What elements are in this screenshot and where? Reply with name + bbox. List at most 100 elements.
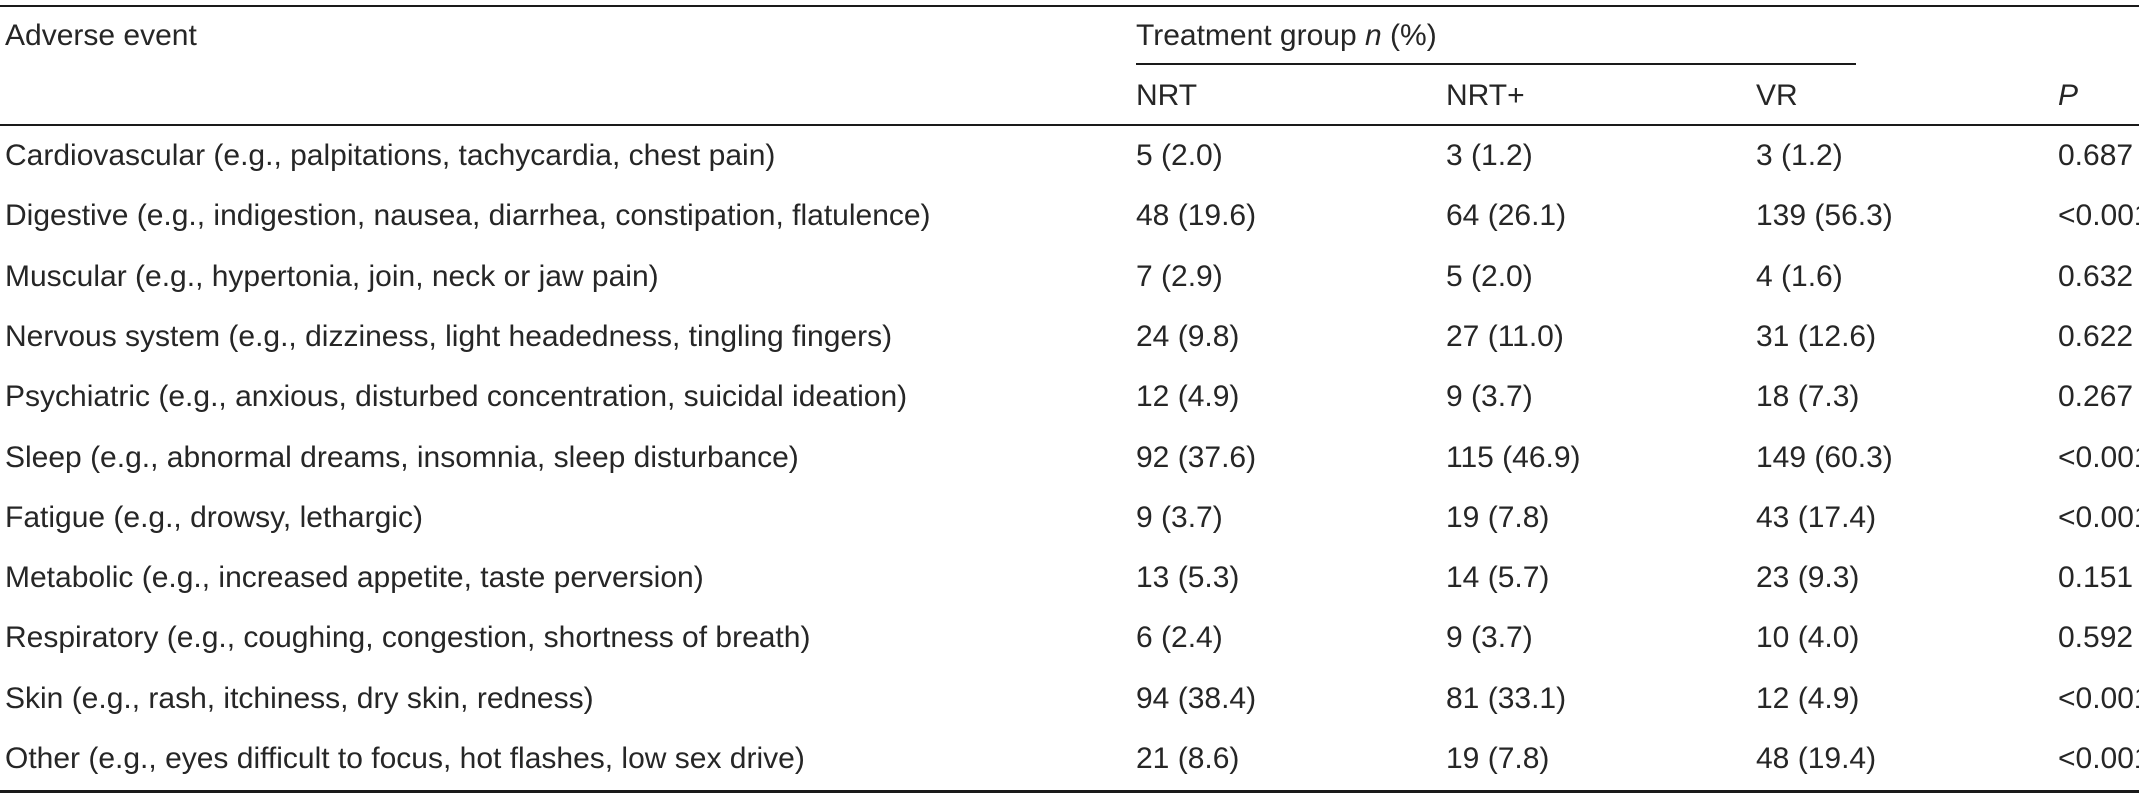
row-vr-cell: 48 (19.4) — [1756, 741, 1876, 777]
row-p-cell-text: 0.632 — [2058, 259, 2134, 293]
row-nrt-plus-cell-text: 14 (5.7) — [1446, 561, 1550, 595]
row-p-cell: 0.151 — [2058, 560, 2133, 596]
header-treatment-group: Treatment group n (%) — [1136, 18, 1437, 54]
row-nrt-cell: 7 (2.9) — [1136, 259, 1223, 295]
row-nrt-plus-cell: 14 (5.7) — [1446, 560, 1549, 596]
row-vr-cell-text: 31 (12.6) — [1756, 319, 1877, 353]
row-p-cell-text: <0.001 — [2058, 681, 2139, 715]
row-p-cell-text: <0.001 — [2058, 199, 2139, 233]
row-vr-cell-text: 12 (4.9) — [1756, 681, 1860, 715]
header-rule — [0, 124, 2139, 126]
row-nrt-cell-text: 13 (5.3) — [1136, 561, 1240, 595]
row-nrt-plus-cell-text: 27 (11.0) — [1446, 319, 1564, 353]
header-nrt: NRT — [1136, 79, 1198, 112]
row-event-cell: Metabolic (e.g., increased appetite, tas… — [5, 560, 704, 596]
header-vr: VR — [1756, 79, 1798, 112]
row-event-cell-text: Digestive (e.g., indigestion, nausea, di… — [5, 199, 931, 233]
row-event-cell: Cardiovascular (e.g., palpitations, tach… — [5, 138, 775, 174]
row-event-cell-text: Psychiatric (e.g., anxious, disturbed co… — [5, 380, 908, 414]
header-adverse-event: Adverse event — [5, 19, 197, 52]
table-row: Metabolic (e.g., increased appetite, tas… — [0, 548, 2139, 608]
row-event-cell: Skin (e.g., rash, itchiness, dry skin, r… — [5, 681, 594, 717]
row-vr-cell-text: 23 (9.3) — [1756, 561, 1860, 595]
row-p-cell: 0.267 — [2058, 379, 2133, 415]
row-event-cell: Sleep (e.g., abnormal dreams, insomnia, … — [5, 440, 799, 476]
table-row: Digestive (e.g., indigestion, nausea, di… — [0, 186, 2139, 246]
row-vr-cell: 139 (56.3) — [1756, 198, 1893, 234]
row-p-cell: 0.632 — [2058, 259, 2133, 295]
row-nrt-plus-cell-text: 5 (2.0) — [1446, 259, 1533, 293]
row-nrt-plus-cell-text: 81 (33.1) — [1446, 681, 1567, 715]
row-p-cell-text: <0.001 — [2058, 742, 2139, 775]
row-nrt-plus-cell: 27 (11.0) — [1446, 319, 1564, 355]
row-p-cell-text: 0.622 — [2058, 319, 2134, 353]
table-top-rule — [0, 5, 2139, 7]
row-vr-cell-text: 48 (19.4) — [1756, 742, 1877, 775]
row-nrt-cell: 6 (2.4) — [1136, 620, 1223, 656]
table-row: Respiratory (e.g., coughing, congestion,… — [0, 608, 2139, 668]
row-nrt-plus-cell-text: 115 (46.9) — [1446, 440, 1581, 474]
row-nrt-plus-cell-text: 9 (3.7) — [1446, 380, 1533, 414]
row-p-cell: <0.001a — [2058, 440, 2139, 476]
row-vr-cell: 3 (1.2) — [1756, 138, 1843, 174]
header-group-n: n — [1365, 19, 1382, 52]
row-event-cell-text: Metabolic (e.g., increased appetite, tas… — [5, 561, 704, 595]
row-vr-cell-text: 10 (4.0) — [1756, 621, 1860, 655]
row-nrt-cell-text: 48 (19.6) — [1136, 199, 1257, 233]
row-p-cell-text: 0.267 — [2058, 380, 2134, 414]
row-vr-cell: 31 (12.6) — [1756, 319, 1876, 355]
row-nrt-plus-cell: 19 (7.8) — [1446, 741, 1549, 777]
table-row: Cardiovascular (e.g., palpitations, tach… — [0, 126, 2139, 186]
row-vr-cell: 149 (60.3) — [1756, 440, 1893, 476]
row-nrt-plus-cell: 3 (1.2) — [1446, 138, 1533, 174]
row-nrt-cell-text: 24 (9.8) — [1136, 319, 1240, 353]
row-p-cell: <0.001a — [2058, 500, 2139, 536]
table-row: Sleep (e.g., abnormal dreams, insomnia, … — [0, 428, 2139, 488]
row-nrt-cell: 24 (9.8) — [1136, 319, 1239, 355]
row-event-cell-text: Skin (e.g., rash, itchiness, dry skin, r… — [5, 681, 594, 715]
row-nrt-plus-cell-text: 9 (3.7) — [1446, 621, 1533, 655]
row-nrt-cell-text: 5 (2.0) — [1136, 139, 1223, 172]
row-nrt-cell-text: 7 (2.9) — [1136, 259, 1223, 293]
header-group-pct: (%) — [1390, 19, 1437, 52]
table-row: Skin (e.g., rash, itchiness, dry skin, r… — [0, 669, 2139, 729]
row-event-cell: Respiratory (e.g., coughing, congestion,… — [5, 620, 810, 656]
row-nrt-plus-cell: 9 (3.7) — [1446, 379, 1533, 415]
row-vr-cell: 4 (1.6) — [1756, 259, 1843, 295]
table-bottom-rule — [0, 790, 2139, 793]
row-nrt-cell: 9 (3.7) — [1136, 500, 1223, 536]
row-event-cell-text: Other (e.g., eyes difficult to focus, ho… — [5, 742, 805, 775]
header-group-label: Treatment group — [1136, 19, 1357, 52]
row-p-cell: <0.001a — [2058, 741, 2139, 777]
row-vr-cell-text: 4 (1.6) — [1756, 259, 1843, 293]
row-vr-cell-text: 18 (7.3) — [1756, 380, 1860, 414]
row-event-cell: Other (e.g., eyes difficult to focus, ho… — [5, 741, 805, 777]
row-p-cell-text: 0.151 — [2058, 561, 2134, 595]
row-nrt-cell: 12 (4.9) — [1136, 379, 1239, 415]
header-p: P — [2058, 78, 2078, 114]
row-event-cell-text: Respiratory (e.g., coughing, congestion,… — [5, 621, 811, 655]
row-event-cell-text: Fatigue (e.g., drowsy, lethargic) — [5, 500, 423, 534]
row-nrt-cell: 13 (5.3) — [1136, 560, 1239, 596]
table-row: Muscular (e.g., hypertonia, join, neck o… — [0, 247, 2139, 307]
row-p-cell: 0.592 — [2058, 620, 2133, 656]
row-event-cell-text: Muscular (e.g., hypertonia, join, neck o… — [5, 259, 659, 293]
row-nrt-plus-cell: 115 (46.9) — [1446, 440, 1581, 476]
table-row: Nervous system (e.g., dizziness, light h… — [0, 307, 2139, 367]
row-event-cell: Fatigue (e.g., drowsy, lethargic) — [5, 500, 423, 536]
row-nrt-cell-text: 6 (2.4) — [1136, 621, 1223, 655]
row-nrt-cell-text: 12 (4.9) — [1136, 380, 1240, 414]
row-vr-cell-text: 43 (17.4) — [1756, 500, 1877, 534]
row-nrt-plus-cell-text: 64 (26.1) — [1446, 199, 1567, 233]
row-nrt-plus-cell: 64 (26.1) — [1446, 198, 1566, 234]
row-nrt-cell-text: 21 (8.6) — [1136, 742, 1240, 775]
row-p-cell: <0.001a — [2058, 198, 2139, 234]
row-event-cell-text: Sleep (e.g., abnormal dreams, insomnia, … — [5, 440, 799, 474]
row-nrt-cell-text: 9 (3.7) — [1136, 500, 1223, 534]
row-vr-cell-text: 139 (56.3) — [1756, 199, 1893, 233]
table-row: Psychiatric (e.g., anxious, disturbed co… — [0, 367, 2139, 427]
row-vr-cell-text: 3 (1.2) — [1756, 139, 1843, 172]
row-nrt-cell-text: 92 (37.6) — [1136, 440, 1257, 474]
row-nrt-plus-cell: 5 (2.0) — [1446, 259, 1533, 295]
row-event-cell: Nervous system (e.g., dizziness, light h… — [5, 319, 892, 355]
